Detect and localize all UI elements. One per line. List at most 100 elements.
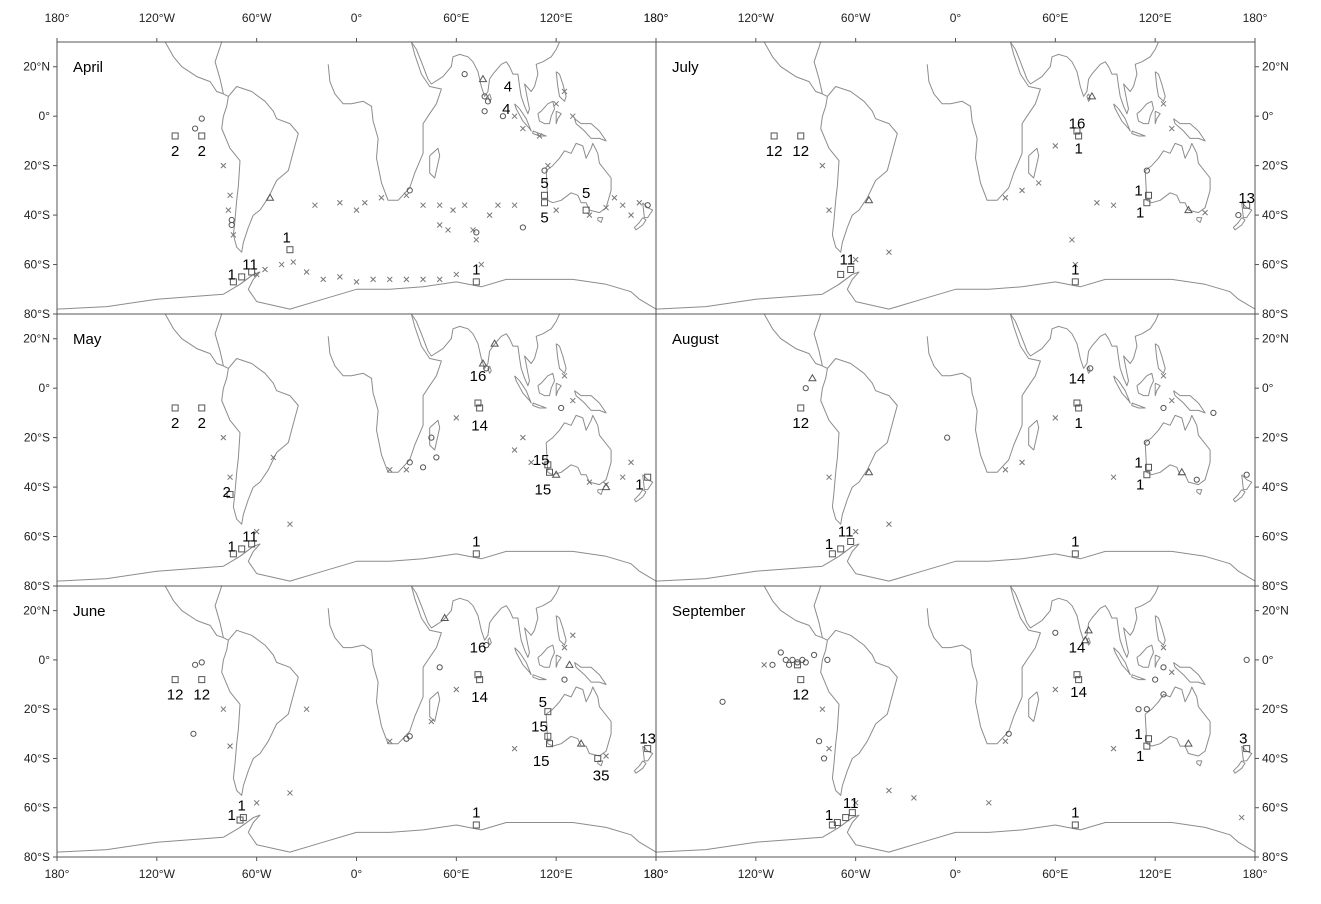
coastlines <box>57 314 656 582</box>
sighting-circle <box>1152 676 1159 683</box>
longitude-tick-label: 120°W <box>139 11 176 25</box>
longitude-tick-label: 60°W <box>242 11 272 25</box>
sighting-circle <box>1193 476 1200 483</box>
coastline <box>838 274 853 285</box>
station-square <box>797 132 805 140</box>
coastline <box>1154 71 1166 102</box>
coastline <box>763 586 823 639</box>
coastline <box>1028 691 1040 722</box>
station-square <box>198 404 206 412</box>
sighting-cross <box>886 521 892 528</box>
sighting-triangle <box>1184 739 1193 747</box>
sighting-triangle <box>864 195 874 204</box>
coastline <box>57 543 656 582</box>
station-square <box>229 550 237 558</box>
sighting-circle <box>461 71 468 78</box>
sighting-triangle <box>864 467 874 476</box>
sighting-cross <box>1160 100 1167 107</box>
sighting-cross <box>1019 459 1025 466</box>
sighting-circle <box>403 735 410 742</box>
sighting-circle <box>824 656 831 664</box>
coastline <box>532 674 547 681</box>
latitude-tick-label: 0° <box>39 381 51 395</box>
sighting-cross <box>436 276 443 283</box>
sighting-circle <box>481 93 488 100</box>
station-square <box>248 540 256 548</box>
sighting-cross <box>886 249 892 256</box>
sighting-cross <box>453 686 460 693</box>
sighting-cross <box>561 372 568 379</box>
coastline <box>429 147 441 179</box>
count-label: 12 <box>193 686 210 703</box>
station-square <box>1073 399 1081 407</box>
coastline <box>221 86 299 253</box>
sighting-triangle <box>1184 205 1193 214</box>
coastline <box>327 586 442 745</box>
sighting-cross <box>478 261 485 268</box>
sighting-cross <box>353 207 360 213</box>
count-label: 1 <box>1071 261 1079 278</box>
count-label: 14 <box>1069 640 1086 657</box>
sighting-cross <box>569 632 576 639</box>
sighting-circle <box>1052 629 1059 636</box>
count-label: 1 <box>1134 182 1142 199</box>
coastline <box>555 343 567 374</box>
sighting-circle <box>428 434 435 441</box>
longitude-tick-label: 120°E <box>1139 11 1172 25</box>
count-label: 2 <box>223 484 231 501</box>
sighting-circle <box>1143 706 1150 713</box>
coastline <box>1144 686 1211 757</box>
sighting-circle <box>1160 691 1167 698</box>
coastline <box>597 217 604 223</box>
count-label: 14 <box>1070 684 1087 701</box>
coastline <box>1232 760 1246 774</box>
sighting-cross <box>586 479 593 485</box>
coastline <box>1136 100 1154 125</box>
sighting-cross <box>1202 209 1208 216</box>
sighting-circle <box>433 454 440 461</box>
sighting-circle <box>820 755 828 762</box>
coastline <box>813 42 823 95</box>
coastline <box>410 42 560 115</box>
sighting-cross <box>320 276 327 283</box>
count-label: 12 <box>792 415 809 432</box>
station-square <box>1071 278 1079 286</box>
sighting-circle <box>802 385 809 392</box>
count-label: 11 <box>838 524 854 541</box>
count-label: 1 <box>825 536 833 553</box>
sighting-cross <box>1168 397 1175 404</box>
longitude-tick-label: 0° <box>950 867 962 881</box>
station-square <box>1071 821 1079 829</box>
longitude-tick-label: 60°W <box>242 867 272 881</box>
longitude-tick-label: 120°E <box>540 11 573 25</box>
sighting-cross <box>470 227 476 233</box>
coastline <box>926 42 1041 201</box>
longitude-tick-label: 180° <box>644 11 669 25</box>
sighting-cross <box>287 790 293 796</box>
sighting-triangle <box>1177 467 1187 476</box>
sighting-circle <box>769 661 776 668</box>
station-square <box>541 199 549 207</box>
coastline <box>633 217 647 231</box>
sighting-cross <box>220 162 227 169</box>
sighting-cross <box>386 738 393 745</box>
sighting-circle <box>483 642 490 649</box>
coastline <box>221 358 299 525</box>
sighting-cross <box>628 459 634 466</box>
coastline <box>214 42 224 95</box>
sighting-cross <box>1238 814 1245 821</box>
count-label: 1 <box>472 261 480 278</box>
sighting-triangle <box>1084 625 1093 634</box>
longitude-tick-label: 180° <box>644 11 669 25</box>
coastline <box>820 629 898 796</box>
count-label: 2 <box>171 143 179 160</box>
sighting-cross <box>450 207 456 213</box>
sighting-circle <box>944 434 951 441</box>
sighting-cross <box>230 232 237 238</box>
count-label: 11 <box>242 257 258 274</box>
count-label: 1 <box>228 807 236 824</box>
sighting-cross <box>1052 686 1059 693</box>
coastline <box>763 42 823 95</box>
longitude-tick-label: 180° <box>45 11 70 25</box>
coastline <box>1241 474 1253 491</box>
